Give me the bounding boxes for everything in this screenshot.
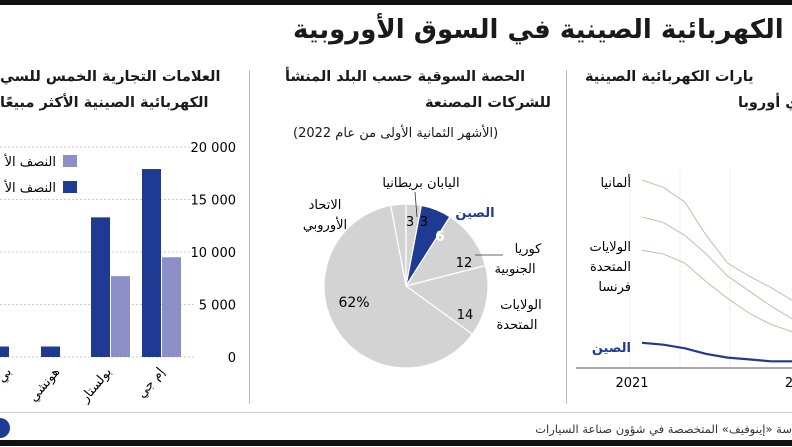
pie-label-japan-value: 3	[406, 215, 414, 230]
pie-label-usa-line1: الولايات	[500, 298, 542, 313]
x-category-label: هونشي	[26, 365, 63, 405]
line-series-1	[641, 216, 792, 320]
line-series-2	[641, 249, 792, 333]
divider-left	[249, 70, 250, 404]
pie-label-eu-line2: الأوروبي	[303, 216, 347, 233]
x-category-label: بي واي دي	[0, 365, 15, 412]
legend-swatch-dark	[63, 181, 77, 193]
middle-panel-subtitle: (الأشهر الثمانية الأولى من عام 2022)	[293, 126, 499, 141]
left-panel-title-line2: الكهربائية الصينية الأكثر مبيعًا	[0, 95, 209, 111]
x-tick-2021: 2021	[615, 376, 648, 391]
right-panel-title-line2: ي أوروبا	[738, 95, 792, 111]
pie-label-eu-line1: الاتحاد	[309, 198, 342, 213]
bar-chart-x-labels: إم جي بولستار هونشي بي واي دي	[0, 365, 168, 412]
bar-light	[111, 276, 130, 357]
bar-dark	[0, 346, 9, 357]
line-chart-grid	[629, 170, 731, 368]
line-series-3	[641, 341, 792, 363]
bar-chart: 0 5 000 10 000 15 000 20 000 إم جي بولستار هون…	[0, 141, 237, 412]
pie-label-usa-line2: المتحدة	[496, 318, 537, 333]
bar-dark	[41, 346, 60, 357]
pie-slices	[323, 203, 489, 369]
left-panel-title-line1: العلامات التجارية الخمس للسي	[0, 69, 221, 85]
label-usa-line1: الولايات	[589, 240, 631, 255]
source-note: سة «إينوفيف» المتخصصة في شؤون صناعة السي…	[535, 422, 792, 436]
legend-item2: النصف الأ	[4, 179, 56, 196]
x-tick-next: 2	[785, 376, 792, 391]
y-tick-label: 20 000	[191, 141, 237, 156]
footer: سة «إينوفيف» المتخصصة في شؤون صناعة السي…	[0, 412, 792, 447]
pie-label-korea-line1: كوريا	[515, 242, 543, 257]
pie-label-korea-value: 12	[456, 256, 473, 271]
pie-label-eu-value: 62%	[338, 295, 369, 311]
label-china: الصين	[592, 341, 631, 356]
right-panel-title-line1: يارات الكهربائية الصينية	[585, 69, 754, 85]
bottom-bar	[0, 440, 792, 446]
line-series-0	[641, 179, 792, 301]
slice-korea	[404, 215, 487, 287]
line-chart: ألمانيا الولايات المتحدة فرنسا الصين 202…	[576, 170, 792, 391]
pie-label-china: الصين	[455, 206, 494, 221]
pie-label-china-value: 6	[435, 229, 445, 245]
bar-light	[162, 257, 181, 357]
pie-label-uk-value: 3	[420, 215, 428, 230]
logo-icon	[0, 418, 10, 438]
pie-label-japan-uk: اليابان بريطانيا	[382, 176, 459, 191]
middle-panel-title-line2: للشركات المصنعة	[425, 95, 551, 111]
x-category-label: إم جي	[134, 365, 168, 401]
legend-swatch-light	[63, 155, 77, 167]
slice-eu	[323, 204, 474, 369]
y-tick-label: 5 000	[199, 299, 236, 314]
pie-label-korea-line2: الجنوبية	[494, 262, 535, 277]
label-france: فرنسا	[598, 280, 631, 295]
page-title: يارات الكهربائية الصينية في السوق الأورو…	[0, 10, 792, 50]
divider-right	[566, 70, 567, 404]
bar-dark	[91, 217, 110, 357]
bar-chart-bars	[0, 169, 181, 357]
pie-label-usa-value: 14	[457, 308, 474, 323]
slice-usa	[404, 264, 489, 336]
top-bar	[0, 0, 792, 5]
label-germany: ألمانيا	[600, 174, 631, 191]
page-title-text: يارات الكهربائية الصينية في السوق الأورو…	[293, 15, 792, 45]
leader-japan-uk	[414, 191, 418, 218]
pie-chart: الاتحاد الأوروبي 62% اليابان بريطانيا 3 …	[303, 176, 543, 369]
label-usa-line2: المتحدة	[590, 260, 631, 275]
x-category-label: بولستار	[77, 365, 115, 406]
y-tick-label: 0	[228, 351, 236, 366]
middle-panel-title-line1: الحصة السوقية حسب البلد المنشأ	[285, 69, 526, 85]
y-tick-label: 10 000	[191, 246, 237, 261]
line-chart-series	[641, 179, 792, 363]
bar-dark	[142, 169, 161, 357]
y-tick-label: 15 000	[191, 194, 237, 209]
legend-item1: النصف الأ	[4, 153, 56, 170]
bar-chart-y-ticks: 0 5 000 10 000 15 000 20 000	[191, 141, 237, 366]
